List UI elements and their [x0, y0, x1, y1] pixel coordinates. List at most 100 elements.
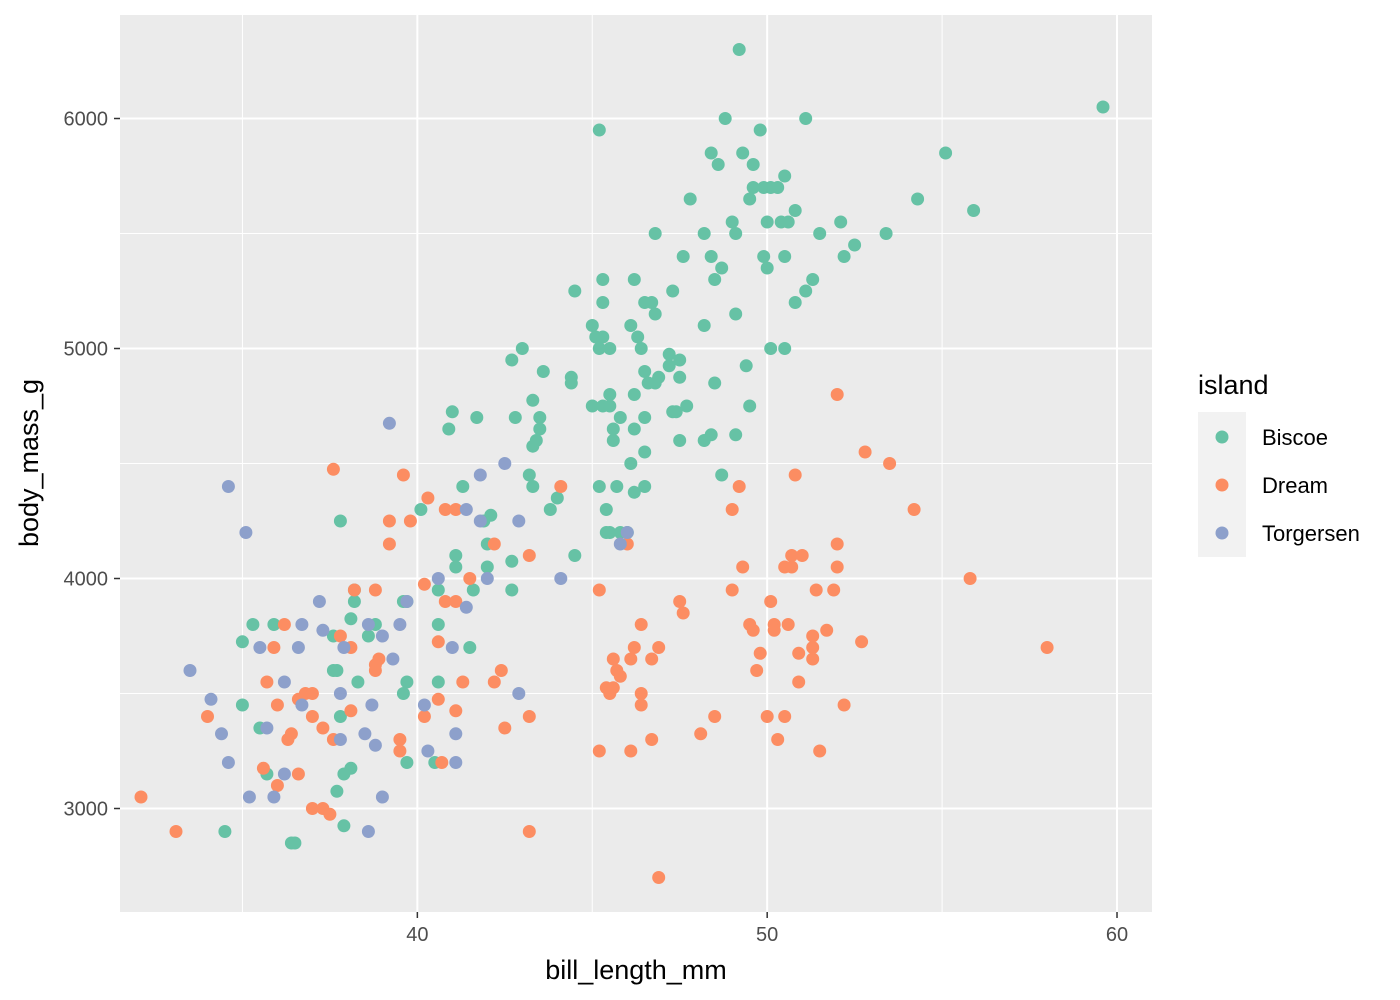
- data-point-dream: [830, 560, 844, 574]
- data-point-biscoe: [505, 583, 519, 597]
- data-point-biscoe: [729, 428, 743, 442]
- x-tick-label: 50: [756, 924, 778, 946]
- data-point-torgersen: [382, 416, 396, 430]
- data-point-dream: [883, 457, 897, 470]
- data-point-dream: [305, 802, 319, 815]
- data-point-dream: [494, 664, 508, 677]
- data-point-torgersen: [473, 468, 487, 482]
- data-point-dream: [1040, 641, 1054, 654]
- data-point-dream: [603, 687, 617, 700]
- data-point-dream: [753, 646, 767, 660]
- data-point-torgersen: [613, 537, 627, 551]
- data-point-dream: [795, 549, 809, 562]
- data-point-biscoe: [526, 480, 540, 493]
- data-point-dream: [267, 641, 281, 654]
- data-point-biscoe: [599, 503, 613, 516]
- data-point-torgersen: [512, 514, 526, 528]
- data-point-biscoe: [592, 342, 606, 355]
- data-point-biscoe: [466, 583, 480, 597]
- x-tick-label: 40: [406, 924, 428, 946]
- data-point-torgersen: [445, 641, 459, 654]
- data-point-biscoe: [645, 296, 659, 309]
- data-point-torgersen: [221, 756, 235, 769]
- data-point-dream: [778, 710, 792, 723]
- data-point-biscoe: [732, 43, 746, 56]
- x-axis: 40 50 60: [406, 912, 1128, 946]
- data-point-dream: [270, 779, 284, 792]
- data-point-dream: [333, 629, 347, 643]
- data-point-torgersen: [295, 618, 309, 631]
- data-point-torgersen: [277, 675, 291, 689]
- data-point-dream: [277, 618, 291, 631]
- data-point-biscoe: [624, 319, 638, 332]
- data-point-torgersen: [361, 618, 375, 631]
- data-point-dream: [431, 692, 445, 706]
- data-point-biscoe: [788, 204, 802, 217]
- data-point-dream: [522, 549, 536, 562]
- data-point-biscoe: [246, 618, 260, 631]
- data-point-biscoe: [414, 503, 428, 516]
- data-point-dream: [837, 698, 851, 712]
- data-point-dream: [858, 445, 872, 459]
- data-point-dream: [396, 468, 410, 482]
- data-point-biscoe: [533, 422, 547, 436]
- data-point-torgersen: [260, 721, 274, 735]
- data-point-biscoe: [638, 411, 652, 424]
- legend-key-torgersen: [1215, 526, 1229, 540]
- data-point-biscoe: [526, 439, 540, 453]
- data-point-torgersen: [291, 641, 305, 654]
- data-point-biscoe: [585, 399, 599, 413]
- data-point-dream: [624, 652, 638, 666]
- data-point-dream: [676, 606, 690, 620]
- data-point-biscoe: [400, 675, 414, 689]
- data-point-biscoe: [638, 445, 652, 459]
- data-point-dream: [820, 623, 834, 637]
- data-point-biscoe: [267, 618, 281, 631]
- data-point-biscoe: [788, 296, 802, 309]
- data-point-torgersen: [368, 738, 382, 752]
- data-point-dream: [785, 549, 799, 562]
- data-point-dream: [134, 790, 148, 804]
- data-point-torgersen: [358, 727, 372, 741]
- data-point-dream: [438, 503, 452, 516]
- data-point-dream: [487, 537, 501, 551]
- legend-key-biscoe: [1215, 430, 1229, 444]
- data-point-biscoe: [431, 675, 445, 689]
- data-point-dream: [645, 733, 659, 746]
- data-point-biscoe: [456, 480, 470, 493]
- data-point-dream: [382, 514, 396, 528]
- data-point-biscoe: [834, 215, 848, 229]
- data-point-biscoe: [760, 261, 774, 275]
- data-point-biscoe: [638, 365, 652, 378]
- data-point-biscoe: [603, 526, 617, 539]
- data-point-dream: [554, 480, 568, 493]
- legend-title: island: [1198, 370, 1269, 400]
- data-point-dream: [592, 583, 606, 597]
- y-tick-label: 5000: [64, 339, 109, 361]
- data-point-torgersen: [365, 698, 379, 712]
- data-point-biscoe: [697, 319, 711, 332]
- data-point-biscoe: [746, 181, 760, 194]
- data-point-dream: [421, 491, 435, 505]
- data-point-biscoe: [627, 273, 641, 286]
- data-point-torgersen: [267, 790, 281, 804]
- data-point-biscoe: [666, 284, 680, 298]
- data-point-dream: [438, 595, 452, 608]
- data-point-torgersen: [386, 652, 400, 666]
- x-axis-title: bill_length_mm: [545, 955, 727, 985]
- data-point-biscoe: [505, 353, 519, 367]
- data-point-dream: [767, 623, 781, 637]
- data-point-biscoe: [781, 215, 795, 229]
- data-point-dream: [606, 652, 620, 666]
- data-point-biscoe: [470, 411, 484, 424]
- data-point-biscoe: [673, 434, 687, 447]
- data-point-dream: [627, 641, 641, 654]
- data-point-biscoe: [442, 422, 456, 436]
- data-point-biscoe: [725, 215, 739, 229]
- data-point-biscoe: [449, 560, 463, 574]
- data-point-biscoe: [347, 595, 361, 608]
- data-point-biscoe: [648, 307, 662, 321]
- data-point-dream: [368, 664, 382, 677]
- data-point-biscoe: [627, 388, 641, 401]
- data-point-dream: [652, 871, 666, 884]
